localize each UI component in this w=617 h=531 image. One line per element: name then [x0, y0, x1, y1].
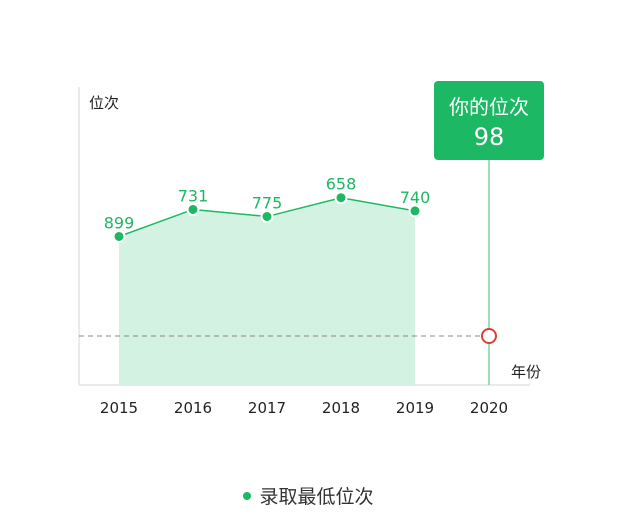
x-tick-label: 2015: [100, 399, 138, 417]
data-label: 731: [178, 186, 209, 205]
data-label: 658: [326, 175, 357, 194]
x-tick-layer: 2015 2016 2017 2018 2019 2020: [100, 399, 508, 417]
legend-dot-icon: [243, 491, 252, 500]
data-point[interactable]: [408, 204, 422, 218]
data-label: 740: [400, 188, 431, 207]
data-point[interactable]: [186, 202, 200, 216]
your-rank-tooltip: 你的位次 98: [434, 81, 544, 160]
your-rank-marker[interactable]: [481, 328, 497, 344]
reference-layer: [79, 160, 497, 385]
x-tick-label: 2018: [322, 399, 360, 417]
series-area-layer: [119, 197, 415, 385]
x-tick-label: 2016: [174, 399, 212, 417]
series-line-layer: 899 731 775 658 740: [104, 175, 431, 243]
data-label: 775: [252, 194, 283, 213]
tooltip-value: 98: [474, 123, 505, 151]
x-tick-label: 2019: [396, 399, 434, 417]
legend[interactable]: 录取最低位次: [0, 482, 617, 509]
series-area: [119, 197, 415, 385]
data-point[interactable]: [112, 229, 126, 243]
data-label: 899: [104, 213, 135, 232]
legend-label: 录取最低位次: [259, 486, 374, 508]
tooltip-box: [434, 81, 544, 160]
x-tick-label: 2017: [248, 399, 286, 417]
tooltip-title: 你的位次: [449, 95, 529, 119]
x-tick-label: 2020: [470, 399, 508, 417]
data-point[interactable]: [260, 210, 274, 224]
x-axis-label: 年份: [511, 363, 541, 381]
y-axis-label: 位次: [89, 94, 119, 112]
data-point[interactable]: [334, 191, 348, 205]
